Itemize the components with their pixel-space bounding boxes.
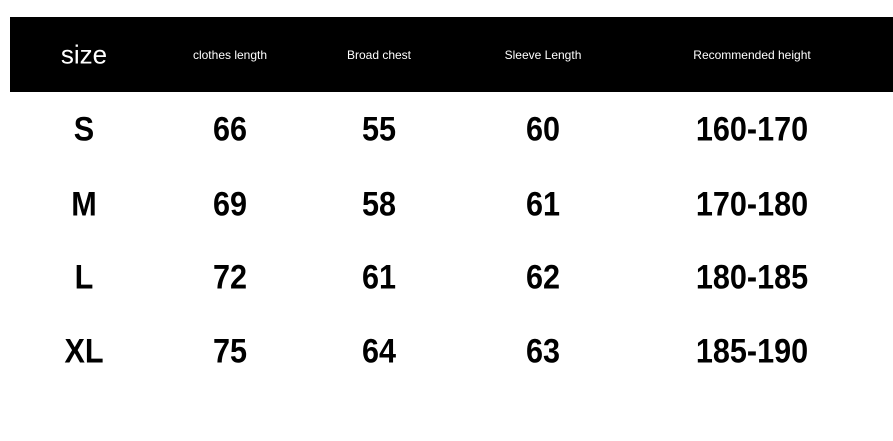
table-cell: 64: [361, 332, 397, 371]
header-cell: clothes length: [192, 48, 268, 62]
header-cell: Recommended height: [693, 48, 811, 62]
table-cell: 75: [212, 332, 248, 371]
table-cell: M: [71, 185, 97, 224]
header-bar: [10, 17, 893, 92]
table-cell: 60: [525, 110, 561, 149]
table-cell: 170-180: [695, 185, 809, 224]
table-cell: 61: [361, 258, 397, 297]
table-cell: 69: [212, 185, 248, 224]
table-cell: 58: [361, 185, 397, 224]
table-cell: XL: [64, 332, 104, 371]
table-cell: 63: [525, 332, 561, 371]
table-cell: 62: [525, 258, 561, 297]
table-cell: 55: [361, 110, 397, 149]
header-cell: size: [60, 39, 108, 70]
table-cell: 160-170: [695, 110, 809, 149]
table-cell: 61: [525, 185, 561, 224]
table-cell: 185-190: [695, 332, 809, 371]
table-cell: 180-185: [695, 258, 809, 297]
table-cell: 72: [212, 258, 248, 297]
table-cell: 66: [212, 110, 248, 149]
header-cell: Broad chest: [346, 48, 412, 62]
table-cell: S: [73, 110, 95, 149]
table-cell: L: [74, 258, 94, 297]
header-cell: Sleeve Length: [504, 48, 582, 62]
